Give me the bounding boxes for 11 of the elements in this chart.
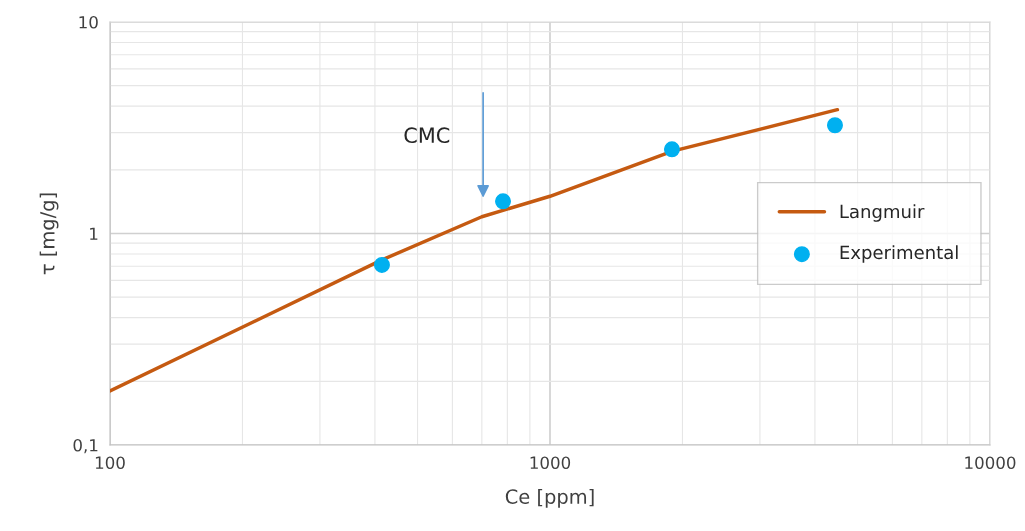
x-tick-label: 1000 bbox=[530, 456, 571, 470]
y-tick-label: 0,1 bbox=[73, 438, 98, 454]
y-tick-label: 10 bbox=[79, 15, 98, 29]
legend-label: Experimental bbox=[840, 245, 958, 263]
x-tick-label: 100 bbox=[95, 456, 125, 470]
x-axis-title: Ce [ppm] bbox=[505, 488, 594, 508]
x-tick-label: 10000 bbox=[965, 456, 1016, 470]
y-tick-label: 1 bbox=[90, 227, 98, 240]
legend-label: Langmuir bbox=[840, 204, 925, 222]
annotation: CMC bbox=[404, 127, 450, 144]
y-axis-title: τ [mg/g] bbox=[39, 193, 59, 275]
